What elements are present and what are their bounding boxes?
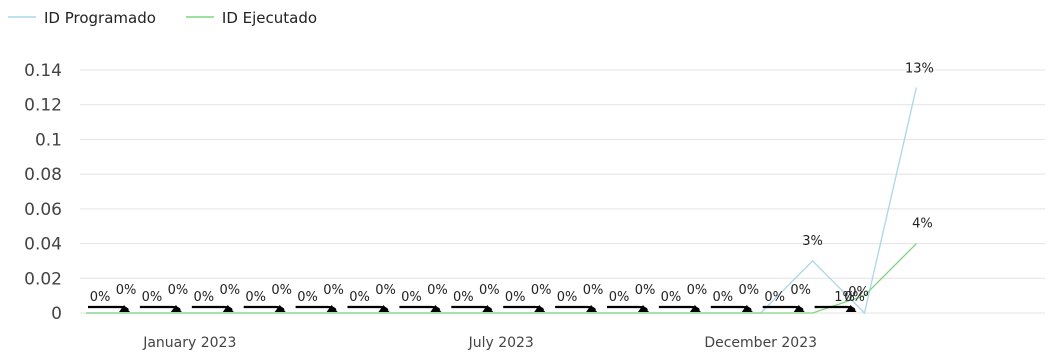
- data-label-s0-12: 0%: [712, 290, 733, 305]
- data-label-s1-16: 4%: [912, 217, 933, 232]
- trend-arrow-3: [243, 305, 286, 312]
- data-label-s1-5: 0%: [375, 283, 396, 298]
- y-axis: 0 0.02 0.04 0.06 0.08 0.1 0.12 0.14: [24, 61, 62, 324]
- trend-arrow-10: [607, 305, 649, 312]
- trend-arrow-4: [295, 305, 338, 312]
- data-label-s0-16: 13%: [905, 61, 934, 76]
- data-label-s1-14: 0%: [848, 285, 869, 300]
- data-label-s1-15: 1%: [834, 290, 855, 305]
- data-label-s1-13: 0%: [790, 283, 811, 298]
- data-label-s1-7: 0%: [479, 283, 500, 298]
- data-label-s0-5: 0%: [349, 290, 370, 305]
- data-label-s1-2: 0%: [219, 283, 240, 298]
- trend-arrow-14: [814, 305, 857, 312]
- trend-arrow-7: [451, 305, 494, 312]
- x-axis: January 2023 July 2023 December 2023: [142, 335, 817, 351]
- trend-arrow-8: [503, 305, 546, 312]
- data-label-s0-10: 0%: [609, 290, 630, 305]
- data-label-s0-4: 0%: [297, 290, 318, 305]
- data-label-s1-3: 0%: [271, 283, 292, 298]
- data-label-s1-9: 0%: [583, 283, 604, 298]
- data-label-s1-11: 0%: [687, 283, 708, 298]
- trend-arrow-9: [555, 305, 598, 312]
- y-tick-label-4: 0.08: [24, 165, 62, 185]
- trend-arrow-0: [88, 305, 130, 312]
- data-label-s1-6: 0%: [427, 283, 448, 298]
- trend-arrows: [88, 305, 857, 312]
- legend: ID Programado ID Ejecutado: [8, 9, 317, 27]
- data-label-s1-10: 0%: [635, 283, 656, 298]
- data-label-s0-2: 0%: [193, 290, 214, 305]
- data-label-s0-0: 0%: [90, 290, 111, 305]
- data-label-s0-13: 0%: [764, 290, 785, 305]
- legend-label-1: ID Ejecutado: [222, 9, 317, 27]
- legend-label-0: ID Programado: [44, 9, 156, 27]
- series-line-0: [86, 87, 918, 315]
- data-label-s0-15: 0%: [844, 290, 865, 305]
- y-tick-label-7: 0.14: [24, 61, 62, 81]
- data-label-s0-6: 0%: [401, 290, 422, 305]
- trend-arrow-13: [762, 305, 805, 312]
- trend-arrow-5: [347, 305, 390, 312]
- data-label-s0-11: 0%: [661, 290, 682, 305]
- data-label-s0-9: 0%: [557, 290, 578, 305]
- series-lines: [86, 87, 918, 315]
- y-tick-label-5: 0.1: [35, 130, 62, 150]
- series-line-1: [86, 243, 917, 314]
- y-tick-label-2: 0.04: [24, 235, 62, 255]
- y-tick-label-6: 0.12: [24, 96, 62, 116]
- y-tick-label-0: 0: [51, 304, 62, 324]
- data-label-s0-1: 0%: [142, 290, 163, 305]
- trend-arrow-6: [399, 305, 442, 312]
- data-labels: 0% 0% 0% 0% 0% 0% 0% 0% 0% 0% 0% 0% 0% 0%3%0%13%0% 0% 0…: [90, 61, 934, 305]
- data-label-s0-7: 0%: [453, 290, 474, 305]
- data-label-s1-0: 0%: [116, 283, 137, 298]
- data-label-s0-3: 0%: [245, 290, 266, 305]
- y-tick-label-3: 0.06: [24, 200, 62, 220]
- data-label-s1-1: 0%: [168, 283, 189, 298]
- y-tick-label-1: 0.02: [24, 269, 62, 289]
- trend-arrow-12: [710, 305, 753, 312]
- data-label-s1-12: 0%: [738, 283, 759, 298]
- data-label-s0-8: 0%: [505, 290, 526, 305]
- data-label-s1-4: 0%: [323, 283, 344, 298]
- data-label-s0-14: 3%: [802, 234, 823, 249]
- x-tick-label-2: December 2023: [704, 335, 817, 351]
- x-tick-label-0: January 2023: [142, 335, 236, 351]
- trend-arrow-1: [139, 305, 182, 312]
- data-label-s1-8: 0%: [531, 283, 552, 298]
- grid-lines: [80, 69, 1045, 314]
- trend-arrow-11: [658, 305, 701, 312]
- trend-arrow-2: [191, 305, 234, 312]
- x-tick-label-1: July 2023: [468, 335, 534, 351]
